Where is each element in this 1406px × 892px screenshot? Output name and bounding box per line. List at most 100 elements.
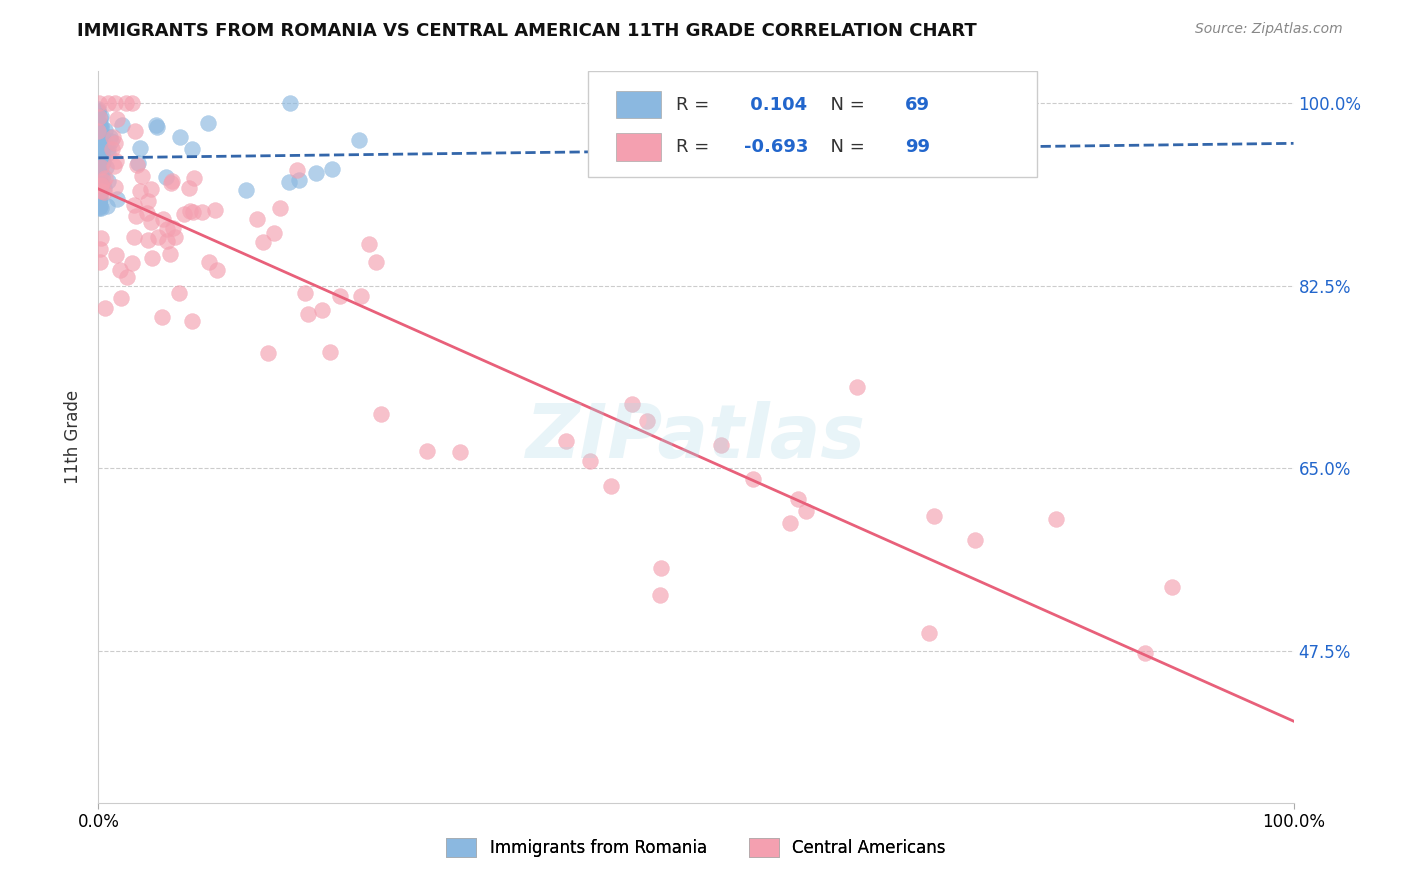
Point: [105, 192, 128, 206]
Point: [87, 149, 110, 163]
Point: [87, 103, 110, 117]
Point: [141, 182, 163, 196]
Point: [416, 444, 439, 458]
Point: [121, 256, 143, 270]
Point: [96, 199, 118, 213]
Point: [104, 136, 127, 150]
Point: [101, 143, 124, 157]
Legend: Immigrants from Romania, Central Americans: Immigrants from Romania, Central America…: [440, 831, 952, 864]
Point: [796, 504, 818, 518]
Point: [87, 136, 110, 151]
Point: [87, 186, 110, 201]
Point: [742, 471, 765, 485]
Text: R =: R =: [676, 138, 714, 156]
Point: [93, 181, 115, 195]
Point: [156, 234, 179, 248]
Point: [138, 233, 160, 247]
Point: [89, 201, 111, 215]
Text: Source: ZipAtlas.com: Source: ZipAtlas.com: [1195, 22, 1343, 37]
Point: [87, 131, 110, 145]
Point: [87, 196, 110, 211]
Point: [87, 120, 110, 135]
Text: ZIPatlas: ZIPatlas: [526, 401, 866, 474]
Point: [155, 169, 177, 184]
Point: [845, 380, 868, 394]
Point: [150, 310, 173, 324]
Point: [305, 166, 328, 180]
Text: N =: N =: [820, 95, 870, 113]
Point: [146, 230, 169, 244]
Point: [87, 117, 110, 131]
Point: [197, 116, 219, 130]
Point: [90, 178, 112, 193]
Point: [269, 201, 291, 215]
Point: [91, 147, 114, 161]
Point: [347, 133, 370, 147]
Point: [294, 285, 316, 300]
Point: [924, 509, 946, 524]
Point: [162, 221, 184, 235]
Point: [87, 124, 110, 138]
Point: [93, 301, 115, 315]
Point: [257, 346, 280, 360]
FancyBboxPatch shape: [589, 71, 1036, 178]
Text: R =: R =: [676, 95, 714, 113]
Point: [179, 181, 201, 195]
Point: [91, 174, 114, 188]
Text: IMMIGRANTS FROM ROMANIA VS CENTRAL AMERICAN 11TH GRADE CORRELATION CHART: IMMIGRANTS FROM ROMANIA VS CENTRAL AMERI…: [77, 22, 977, 40]
Point: [122, 197, 145, 211]
Point: [364, 255, 387, 269]
Point: [357, 237, 380, 252]
Point: [89, 184, 111, 198]
Point: [87, 169, 110, 183]
Point: [169, 129, 191, 144]
Point: [329, 288, 352, 302]
Point: [121, 95, 143, 110]
Point: [89, 191, 111, 205]
Point: [156, 221, 179, 235]
Point: [96, 138, 118, 153]
Point: [87, 113, 110, 128]
Point: [89, 112, 111, 126]
Point: [90, 170, 112, 185]
Point: [90, 165, 112, 179]
Point: [620, 397, 643, 411]
Point: [918, 625, 941, 640]
Point: [263, 226, 285, 240]
Point: [94, 160, 117, 174]
Point: [125, 158, 148, 172]
Point: [89, 254, 111, 268]
Point: [165, 229, 187, 244]
Point: [160, 173, 183, 187]
Point: [115, 95, 138, 110]
Point: [89, 150, 111, 164]
Point: [159, 246, 181, 260]
Point: [319, 344, 342, 359]
Point: [136, 206, 159, 220]
Point: [90, 231, 112, 245]
Text: -0.693: -0.693: [744, 138, 808, 156]
Point: [90, 202, 112, 216]
Point: [129, 141, 152, 155]
Text: N =: N =: [820, 138, 870, 156]
Point: [183, 170, 205, 185]
Point: [87, 158, 110, 172]
Point: [90, 120, 112, 135]
Point: [105, 112, 128, 126]
Point: [97, 145, 120, 160]
Point: [636, 414, 658, 428]
Point: [139, 215, 162, 229]
Point: [90, 147, 112, 161]
Point: [90, 160, 112, 174]
Point: [167, 285, 190, 300]
Point: [91, 155, 114, 169]
Point: [89, 199, 111, 213]
Point: [87, 195, 110, 210]
Point: [181, 205, 204, 219]
Point: [181, 143, 204, 157]
Point: [104, 95, 127, 110]
Point: [94, 171, 117, 186]
Point: [235, 184, 257, 198]
Point: [288, 173, 311, 187]
Point: [963, 533, 986, 547]
